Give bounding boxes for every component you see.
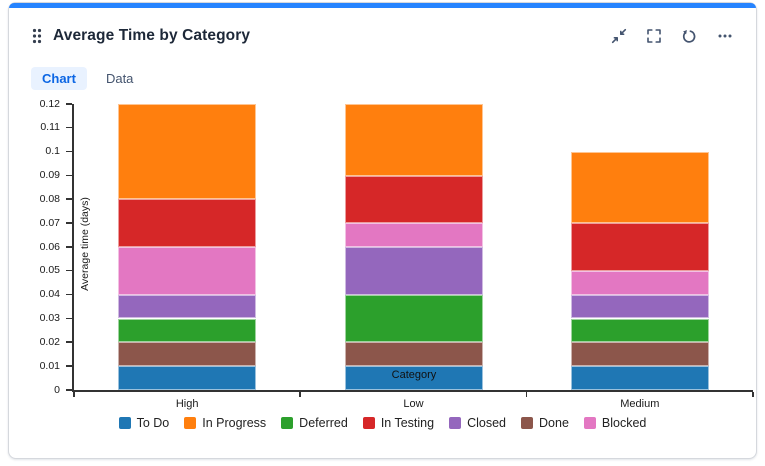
bar-segment[interactable]: [118, 247, 257, 295]
y-tick-label: 0.11: [40, 121, 60, 134]
legend-swatch-icon: [362, 417, 375, 429]
y-tick-label: 0.03: [39, 312, 60, 324]
legend-swatch-icon: [281, 417, 294, 429]
bar-segment[interactable]: [344, 104, 483, 176]
gadget-card: Average Time by Category: [8, 2, 757, 459]
x-category-label: Low: [403, 398, 424, 410]
legend-swatch-icon: [184, 417, 197, 429]
legend-label: Deferred: [299, 416, 348, 430]
reset-icon[interactable]: [681, 28, 697, 44]
y-tick-label: 0.12: [39, 97, 60, 110]
y-axis-tick: [66, 341, 72, 343]
y-axis-tick: [66, 126, 72, 129]
y-axis-tick: [66, 222, 72, 224]
bar-segment[interactable]: [344, 342, 483, 367]
legend-label: In Testing: [380, 416, 435, 430]
bar-segment[interactable]: [118, 342, 257, 367]
y-tick-label: 0.02: [39, 335, 60, 348]
legend-item[interactable]: Deferred: [281, 416, 348, 430]
bar-segment[interactable]: [570, 342, 709, 367]
more-icon[interactable]: [716, 28, 734, 44]
legend-item[interactable]: In Progress: [184, 416, 266, 430]
y-axis-tick: [66, 317, 72, 320]
legend-item[interactable]: Done: [521, 416, 569, 430]
fullscreen-icon[interactable]: [646, 28, 662, 44]
bar-segment[interactable]: [118, 104, 257, 200]
y-tick-label: 0.01: [39, 359, 60, 372]
bar-segment[interactable]: [118, 294, 257, 319]
bar-segment[interactable]: [344, 175, 483, 224]
y-axis-tick: [66, 198, 72, 200]
y-axis-tick: [66, 103, 72, 105]
bar-segment[interactable]: [570, 318, 709, 343]
x-category-label: High: [175, 398, 199, 410]
bar-segment[interactable]: [570, 151, 709, 224]
x-axis-title: Category: [391, 369, 437, 381]
legend-swatch-icon: [449, 417, 462, 429]
y-tick-label: 0.08: [39, 192, 60, 205]
tab-data[interactable]: Data: [105, 71, 134, 86]
gadget-header: Average Time by Category: [9, 23, 756, 49]
legend-item[interactable]: In Testing: [362, 416, 435, 430]
y-tick-label: 0.09: [39, 169, 60, 181]
legend-swatch-icon: [583, 417, 596, 429]
bar-segment[interactable]: [344, 223, 483, 247]
legend-label: Blocked: [601, 416, 647, 430]
y-axis-title: Average time (days): [79, 197, 91, 291]
legend-swatch-icon: [118, 417, 131, 429]
y-axis-tick: [66, 174, 72, 177]
bar-segment[interactable]: [118, 318, 257, 343]
x-category-label: Medium: [620, 398, 660, 410]
legend-label: In Progress: [202, 416, 267, 430]
gadget-accent-bar: [9, 3, 756, 8]
x-axis-tick: [752, 392, 754, 397]
legend-item[interactable]: To Do: [118, 416, 170, 430]
bar-segment[interactable]: [570, 223, 709, 271]
y-tick-label: 0.05: [39, 264, 60, 277]
bar-segment[interactable]: [344, 294, 483, 343]
y-tick-label: 0: [54, 383, 60, 396]
bar-segment[interactable]: [570, 366, 709, 390]
tab-chart[interactable]: Chart: [31, 67, 87, 90]
y-axis-tick: [66, 293, 72, 296]
gadget-title: Average Time by Category: [53, 27, 251, 44]
bar-segment[interactable]: [118, 366, 257, 390]
y-tick-label: 0.1: [45, 145, 60, 158]
chart-legend: To Do In Progress Deferred In Testing Closed…: [9, 416, 756, 430]
stacked-bar-chart: Category Average time (days) High Low Medi…: [9, 96, 756, 418]
x-axis-tick: [73, 392, 75, 397]
bar-segment[interactable]: [344, 366, 483, 390]
y-axis-tick: [66, 389, 72, 391]
y-axis-tick: [66, 365, 72, 367]
legend-item[interactable]: Blocked: [583, 416, 647, 430]
y-axis-tick: [66, 150, 72, 153]
legend-item[interactable]: Closed: [449, 416, 506, 430]
y-tick-label: 0.07: [39, 216, 60, 229]
y-axis-tick: [66, 269, 72, 272]
x-axis-tick: [299, 392, 301, 397]
bar-segment[interactable]: [118, 199, 257, 247]
collapse-icon[interactable]: [611, 28, 627, 44]
y-tick-label: 0.04: [39, 288, 60, 301]
view-tabs: Chart Data: [31, 67, 144, 90]
bar-segment[interactable]: [570, 294, 709, 319]
x-axis-line: [72, 390, 753, 392]
x-axis-tick: [525, 392, 528, 397]
legend-label: Closed: [467, 416, 507, 430]
legend-label: Done: [539, 416, 569, 430]
bar-segment[interactable]: [570, 270, 709, 295]
y-tick-label: 0.06: [39, 240, 60, 253]
legend-label: To Do: [136, 416, 170, 430]
legend-swatch-icon: [521, 417, 534, 429]
y-axis-tick: [66, 246, 72, 248]
bar-segment[interactable]: [344, 247, 483, 295]
y-axis-line: [72, 104, 74, 392]
drag-handle-icon[interactable]: [31, 27, 43, 45]
